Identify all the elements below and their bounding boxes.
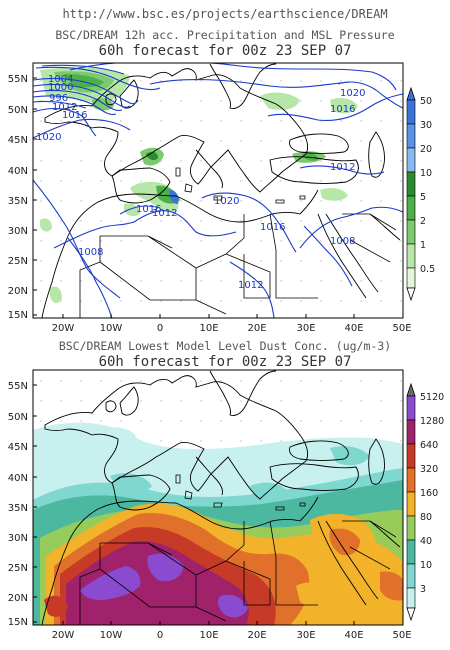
svg-text:50E: 50E [392,630,411,641]
svg-text:1012: 1012 [52,102,77,113]
svg-text:5120: 5120 [420,392,444,403]
svg-text:15N: 15N [8,310,28,321]
precip-lat-labels: 55N 50N 45N 40N 35N 30N 25N 20N 15N [8,74,28,321]
svg-text:10W: 10W [100,630,123,641]
source-url: http://www.bsc.es/projects/earthscience/… [62,7,388,21]
svg-text:55N: 55N [8,74,28,85]
precip-panel-title: BSC/DREAM 12h acc. Precipitation and MSL… [55,28,395,42]
svg-text:0: 0 [157,630,163,641]
svg-text:50N: 50N [8,412,28,423]
svg-text:1012: 1012 [238,280,263,291]
svg-text:1020: 1020 [340,88,365,99]
svg-text:10: 10 [420,560,432,571]
svg-text:45N: 45N [8,442,28,453]
svg-text:996: 996 [49,93,68,104]
svg-text:30E: 30E [296,630,315,641]
svg-text:35N: 35N [8,503,28,514]
svg-text:3: 3 [420,584,426,595]
dust-map: 55N 50N 45N 40N 35N 30N 25N 20N 15N 20W … [8,369,412,641]
svg-text:50E: 50E [392,323,411,334]
svg-text:30N: 30N [8,533,28,544]
svg-text:20N: 20N [8,593,28,604]
svg-text:160: 160 [420,488,438,499]
svg-text:10: 10 [420,168,432,179]
precip-field [40,67,358,304]
svg-text:30N: 30N [8,226,28,237]
svg-text:0: 0 [157,323,163,334]
svg-text:1020: 1020 [36,132,61,143]
svg-text:20: 20 [420,144,432,155]
svg-text:10W: 10W [100,323,123,334]
dust-axes [33,384,355,625]
dust-lon-labels: 20W 10W 0 10E 20E 30E 40E 50E [52,630,412,641]
dust-panel-title: BSC/DREAM Lowest Model Level Dust Conc. … [58,339,392,353]
svg-text:30E: 30E [296,323,315,334]
svg-text:20N: 20N [8,286,28,297]
svg-text:25N: 25N [8,563,28,574]
svg-text:1016: 1016 [136,204,161,215]
svg-text:1008: 1008 [78,247,103,258]
svg-text:45N: 45N [8,135,28,146]
svg-text:55N: 55N [8,381,28,392]
dust-field [33,370,403,625]
svg-text:1016: 1016 [330,104,355,115]
precip-panel-subtitle: 60h forecast for 00z 23 SEP 07 [98,43,352,59]
svg-text:20W: 20W [52,323,75,334]
isobars [33,63,403,318]
precip-lon-labels: 20W 10W 0 10E 20E 30E 40E 50E [52,323,412,334]
svg-text:80: 80 [420,512,432,523]
precip-map: 1000 1004 996 1016 1012 1020 1020 1016 1… [8,62,412,334]
svg-text:20E: 20E [247,630,266,641]
svg-text:640: 640 [420,440,438,451]
svg-text:1020: 1020 [214,196,239,207]
dust-colorbar: 5120 1280 640 320 160 80 40 10 3 [406,382,444,622]
svg-text:25N: 25N [8,256,28,267]
svg-text:1: 1 [420,240,426,251]
svg-text:1000: 1000 [48,82,73,93]
svg-text:320: 320 [420,464,438,475]
dust-panel-subtitle: 60h forecast for 00z 23 SEP 07 [98,354,352,370]
dust-lat-labels: 55N 50N 45N 40N 35N 30N 25N 20N 15N [8,381,28,628]
svg-text:1016: 1016 [62,110,87,121]
svg-text:10E: 10E [199,323,218,334]
svg-text:1016: 1016 [260,222,285,233]
svg-text:30: 30 [420,120,432,131]
precip-axes [33,77,355,318]
svg-text:1012: 1012 [152,208,177,219]
svg-text:20W: 20W [52,630,75,641]
svg-text:1004: 1004 [48,74,73,85]
svg-text:5: 5 [420,192,426,203]
svg-text:15N: 15N [8,617,28,628]
svg-text:35N: 35N [8,196,28,207]
svg-text:50N: 50N [8,105,28,116]
isobar-labels: 1000 1004 996 1016 1012 1020 1020 1016 1… [36,74,365,291]
svg-text:0.5: 0.5 [420,264,435,275]
svg-text:1012: 1012 [330,162,355,173]
svg-text:10E: 10E [199,630,218,641]
svg-text:1280: 1280 [420,416,444,427]
svg-text:1008: 1008 [330,236,355,247]
svg-text:40E: 40E [344,323,363,334]
svg-text:50: 50 [420,96,432,107]
svg-text:40N: 40N [8,473,28,484]
precip-colorbar: 50 30 20 10 5 2 1 0.5 [406,86,435,302]
svg-text:2: 2 [420,216,426,227]
svg-text:20E: 20E [247,323,266,334]
svg-text:40N: 40N [8,166,28,177]
svg-text:40: 40 [420,536,432,547]
svg-text:40E: 40E [344,630,363,641]
